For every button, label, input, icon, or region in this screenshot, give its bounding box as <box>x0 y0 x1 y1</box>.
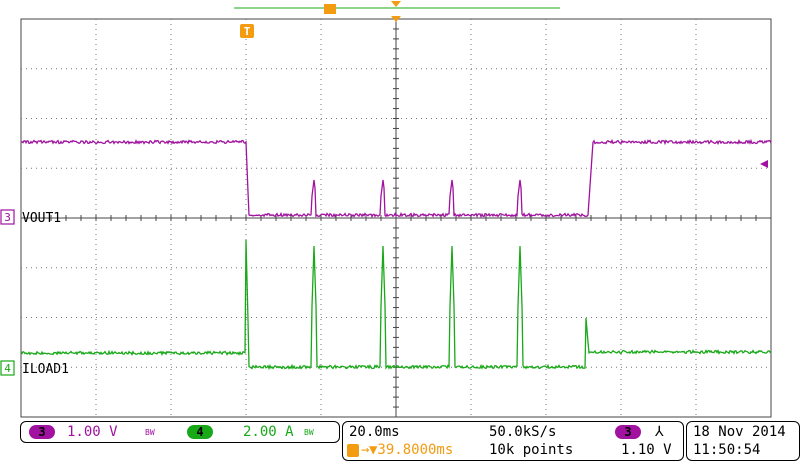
channel-settings-bar[interactable]: 3 1.00 V BW 4 2.00 A BW <box>20 421 340 443</box>
datetime-box: 18 Nov 2014 11:50:54 <box>686 421 800 461</box>
time: 11:50:54 <box>693 442 760 458</box>
trigger-top-arrow <box>391 1 401 7</box>
ch3-trace-label: VOUT1 <box>22 211 61 226</box>
ch4-scale: 2.00 A <box>243 424 294 440</box>
ch3-scale: 1.00 V <box>67 424 118 440</box>
trigger-level: 1.10 V <box>621 442 672 458</box>
ch4-ground-marker[interactable]: 4 ILOAD1 <box>1 361 69 377</box>
ch3-badge[interactable]: 3 <box>29 425 55 439</box>
timebase: 20.0ms <box>349 424 400 440</box>
graticule-grid <box>21 19 771 417</box>
waveform-display: T 3 VOUT1 4 ILOAD1 <box>0 0 800 420</box>
date: 18 Nov 2014 <box>693 424 786 440</box>
trigger-position-marker[interactable]: T <box>240 24 254 38</box>
ch4-badge[interactable]: 4 <box>187 425 213 439</box>
trigger-delay-icon <box>347 444 359 457</box>
ch4-marker-number: 4 <box>4 362 11 375</box>
trigger-source-badge[interactable]: 3 <box>615 425 641 439</box>
ch3-marker-number: 3 <box>4 211 11 224</box>
ch4-trace-label: ILOAD1 <box>22 362 69 377</box>
ch3-bw-limit: BW <box>145 428 155 437</box>
trigger-position-label: T <box>244 25 251 38</box>
ch3-ground-marker[interactable]: 3 VOUT1 <box>1 210 61 226</box>
sample-rate: 50.0kS/s <box>489 424 556 440</box>
acquisition-settings-box[interactable]: 20.0ms 50.0kS/s 3 ⅄ → ▼39.8000ms 10k poi… <box>342 421 684 461</box>
ch4-bw-limit: BW <box>304 428 314 437</box>
trigger-delay: ▼39.8000ms <box>369 442 453 458</box>
record-window-marker <box>324 4 336 14</box>
trigger-slope-icon: ⅄ <box>655 424 664 440</box>
trigger-level-arrow[interactable] <box>760 160 768 168</box>
record-length: 10k points <box>489 442 573 458</box>
